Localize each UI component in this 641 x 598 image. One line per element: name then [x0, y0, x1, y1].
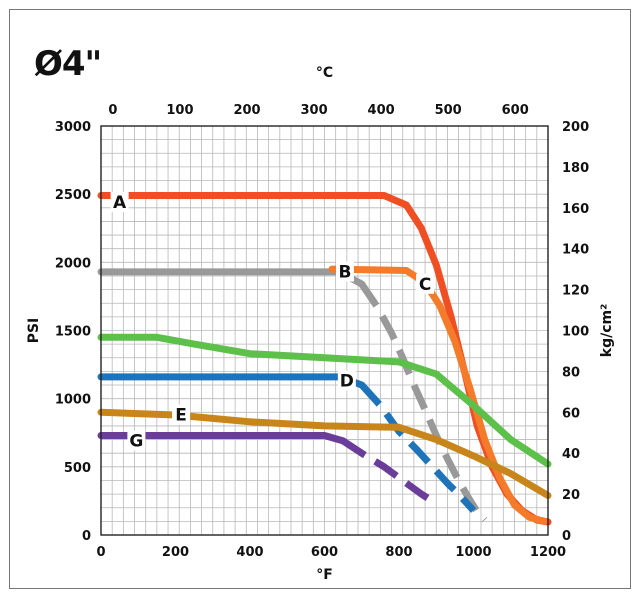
y2-tick-label: 200: [562, 120, 589, 135]
curve-label-background: [337, 370, 356, 391]
series-line-B-dashed: [358, 282, 488, 523]
y-tick-label: 0: [82, 529, 91, 544]
curve-label-D: D: [340, 372, 354, 392]
y2-tick-label: 0: [562, 529, 571, 544]
x-tick-label: 200: [162, 545, 189, 560]
curve-label-C: C: [419, 275, 431, 295]
series-line-D-solid: [97, 373, 366, 389]
x2-axis-title: °C: [316, 65, 333, 81]
y-tick-label: 3000: [55, 120, 91, 135]
x2-tick-label: 100: [166, 103, 193, 118]
y-tick-label: 2500: [55, 188, 91, 203]
series-line-unnamed: [97, 333, 552, 468]
plot-border: [100, 125, 549, 536]
chart-frame: [9, 9, 631, 589]
y2-tick-label: 140: [562, 243, 589, 258]
x-tick-label: 1200: [530, 545, 566, 560]
curve-label-B: B: [339, 263, 352, 283]
x2-tick-label: 0: [108, 103, 117, 118]
x-tick-label: 600: [311, 545, 338, 560]
curve-label-background: [416, 273, 435, 294]
curve-label-G: G: [129, 432, 143, 452]
series-line-B-solid: [97, 268, 366, 288]
y2-axis-title: kg/cm²: [599, 304, 615, 357]
x2-tick-label: 400: [368, 103, 395, 118]
y2-tick-label: 40: [562, 447, 580, 462]
series-line-E: [97, 408, 552, 499]
curve-label-background: [110, 191, 129, 212]
y2-tick-label: 180: [562, 161, 589, 176]
x2-tick-label: 600: [502, 103, 529, 118]
y-tick-label: 2000: [55, 256, 91, 271]
y-tick-label: 1500: [55, 325, 91, 340]
curve-label-A: A: [113, 193, 127, 213]
y-axis-title: PSI: [26, 318, 42, 344]
size-label: Ø4": [34, 44, 102, 84]
y2-tick-label: 100: [562, 325, 589, 340]
y2-tick-label: 80: [562, 365, 580, 380]
x2-tick-label: 200: [233, 103, 260, 118]
x-tick-label: 400: [236, 545, 263, 560]
x-tick-label: 1000: [455, 545, 491, 560]
y2-tick-label: 160: [562, 202, 589, 217]
x-tick-label: 0: [96, 545, 105, 560]
curve-label-background: [127, 430, 146, 451]
series-line-G-solid: [97, 432, 347, 445]
curve-label-background: [335, 261, 354, 282]
y2-tick-label: 60: [562, 406, 580, 421]
curve-label-E: E: [175, 406, 187, 426]
y-tick-label: 500: [64, 461, 91, 476]
y2-tick-label: 20: [562, 488, 580, 503]
series-line-G-dashed: [341, 437, 439, 507]
series-line-D-dashed: [359, 382, 477, 513]
series-line-C: [328, 265, 548, 525]
x-axis-title: °F: [316, 567, 333, 583]
x2-tick-label: 300: [300, 103, 327, 118]
y2-tick-label: 120: [562, 284, 589, 299]
x2-tick-label: 500: [435, 103, 462, 118]
curve-label-background: [172, 404, 191, 425]
x-tick-label: 800: [385, 545, 412, 560]
y-tick-label: 1000: [55, 393, 91, 408]
